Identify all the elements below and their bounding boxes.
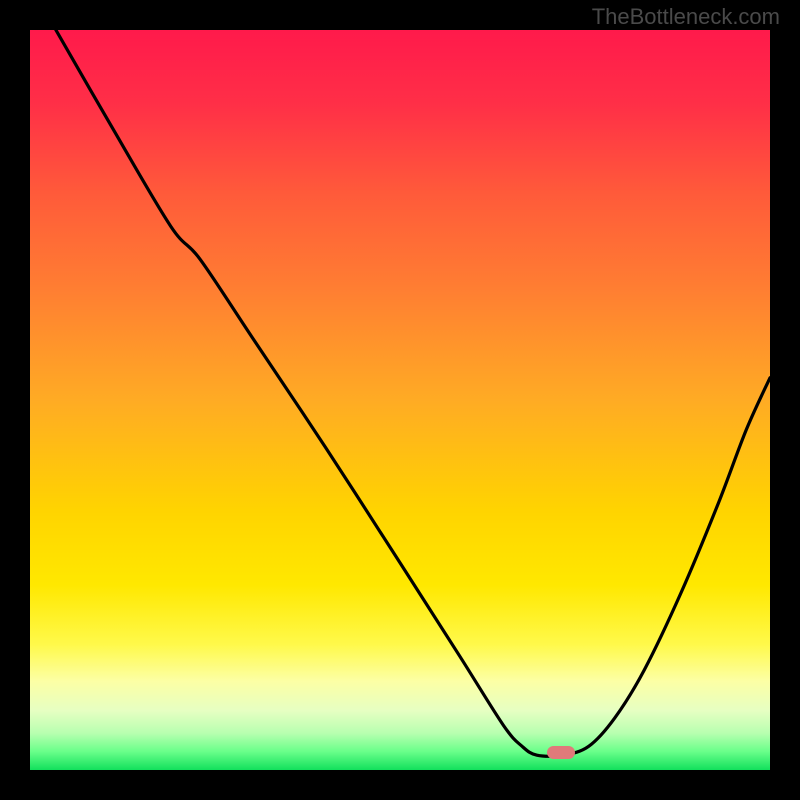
watermark-text: TheBottleneck.com — [592, 4, 780, 30]
bottleneck-curve — [30, 30, 770, 770]
plot-area — [30, 30, 770, 770]
optimal-point-marker — [547, 746, 575, 759]
